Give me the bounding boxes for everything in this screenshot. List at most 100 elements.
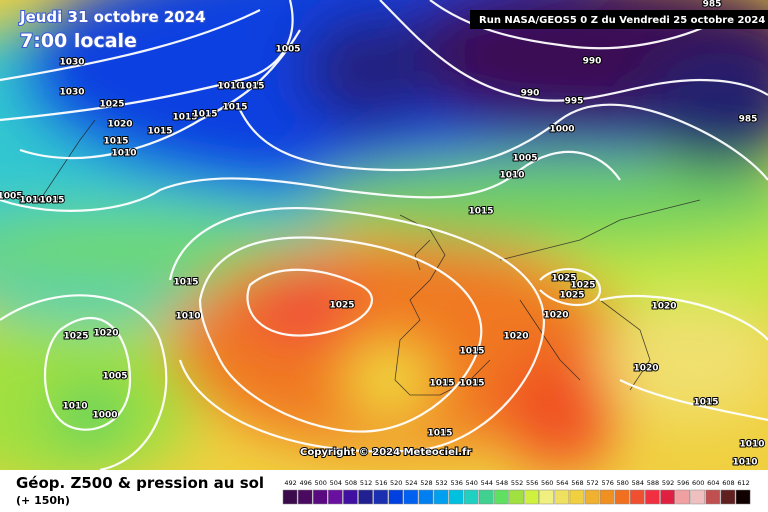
isobar-label: 1025 (63, 332, 88, 342)
isobar-label: 1015 (468, 207, 493, 217)
isobar-label: 1020 (503, 332, 528, 342)
scale-label: 548 (496, 479, 508, 487)
scale-swatch (448, 489, 464, 505)
isobar-label: 1000 (92, 411, 117, 421)
scale-label: 496 (299, 479, 311, 487)
isobar-label: 1010 (111, 149, 136, 159)
scale-swatch (660, 489, 675, 505)
run-label: Run NASA/GEOS5 0 Z du Vendredi 25 octobr… (479, 15, 765, 26)
copyright: Copyright © 2024 Meteociel.fr (300, 447, 471, 458)
isobar-label: 1005 (275, 45, 300, 55)
scale-label: 544 (481, 479, 493, 487)
isobar-label: 1005 (0, 192, 23, 202)
isobar-label: 1015 (459, 379, 484, 389)
isobar-label: 985 (703, 0, 722, 10)
isobar-label: 1015 (172, 113, 197, 123)
scale-swatch (297, 489, 313, 505)
isobar-label: 1015 (103, 137, 128, 147)
isobar-label: 1025 (551, 274, 576, 284)
scale-swatch (630, 489, 645, 505)
scale-label: 584 (632, 479, 644, 487)
scale-label: 508 (345, 479, 357, 487)
color-scale: 492 496 500 504 508 512 516 520 524 528 532 536 540 5… (282, 479, 751, 505)
scale-label: 564 (556, 479, 568, 487)
scale-label: 600 (692, 479, 704, 487)
isobar-label: 1005 (512, 154, 537, 164)
scale-label: 524 (405, 479, 417, 487)
scale-label: 588 (647, 479, 659, 487)
isobar-label: 1015 (429, 379, 454, 389)
scale-label: 592 (662, 479, 674, 487)
isobar-label: 1015 (459, 347, 484, 357)
scale-swatch (479, 489, 494, 505)
scale-swatch (539, 489, 555, 505)
isobar-label: 1010 (739, 440, 764, 450)
isobar-label: 1025 (570, 281, 595, 291)
isobar-label: 990 (583, 57, 602, 67)
scale-label: 520 (390, 479, 402, 487)
isobar-label: 1030 (59, 58, 84, 68)
footer-title: Géop. Z500 & pression au sol (16, 474, 264, 492)
isobar-label: 995 (565, 97, 584, 107)
scale-label: 604 (707, 479, 719, 487)
scale-swatch (554, 489, 570, 505)
scale-label: 528 (420, 479, 432, 487)
scale-swatch (509, 489, 524, 505)
isobar-label: 1015 (147, 127, 172, 137)
isobar-label: 1015 (39, 196, 64, 206)
scale-label: 500 (315, 479, 327, 487)
isobar-label: 1025 (329, 301, 354, 311)
scale-label: 560 (541, 479, 553, 487)
scale-swatch (675, 489, 690, 505)
scale-label: 580 (617, 479, 629, 487)
isobar-label: 1010 (62, 402, 87, 412)
isobar-label: 1020 (93, 329, 118, 339)
isobar-label: 1025 (99, 100, 124, 110)
isobar-label: 1025 (559, 291, 584, 301)
scale-label: 572 (586, 479, 598, 487)
scale-swatch (463, 489, 479, 505)
isobar-label: 1010 (217, 82, 242, 92)
scale-swatch (418, 489, 434, 505)
scale-swatch (358, 489, 373, 505)
scale-swatch (282, 489, 298, 505)
scale-label: 536 (450, 479, 462, 487)
time-label: 7:00 locale (20, 30, 137, 52)
field (0, 0, 768, 470)
scale-swatch (403, 489, 419, 505)
scale-swatch (690, 489, 706, 505)
isobar-label: 1020 (651, 302, 676, 312)
scale-swatch (373, 489, 388, 505)
scale-label: 576 (601, 479, 613, 487)
scale-label: 556 (526, 479, 538, 487)
scale-swatch (720, 489, 736, 505)
isobar-label: 985 (739, 115, 758, 125)
scale-label: 552 (511, 479, 523, 487)
scale-swatch (312, 489, 328, 505)
isobar-label: 1010 (499, 171, 524, 181)
scale-label: 596 (677, 479, 689, 487)
scale-swatch (328, 489, 343, 505)
scale-label: 492 (284, 479, 296, 487)
scale-swatch (569, 489, 585, 505)
scale-swatch (343, 489, 358, 505)
isobar-label: 1020 (107, 120, 132, 130)
isobar-label: 1020 (543, 311, 568, 321)
isobar-label: 1010 (175, 312, 200, 322)
isobar-label: 1015 (222, 103, 247, 113)
isobar-label: 1015 (239, 82, 264, 92)
isobar-labels: 1030103010251020101510101015101510151015… (0, 0, 766, 469)
isobar-label: 1030 (59, 88, 84, 98)
isobar-label: 1020 (633, 364, 658, 374)
isobar-label: 990 (521, 89, 540, 99)
isobar-label: 1015 (192, 110, 217, 120)
scale-swatch (645, 489, 660, 505)
scale-swatch (433, 489, 449, 505)
run-box (470, 10, 768, 29)
isobar-label: 1015 (427, 429, 452, 439)
scale-label: 504 (330, 479, 342, 487)
scale-label: 532 (435, 479, 447, 487)
scale-swatch (705, 489, 721, 505)
